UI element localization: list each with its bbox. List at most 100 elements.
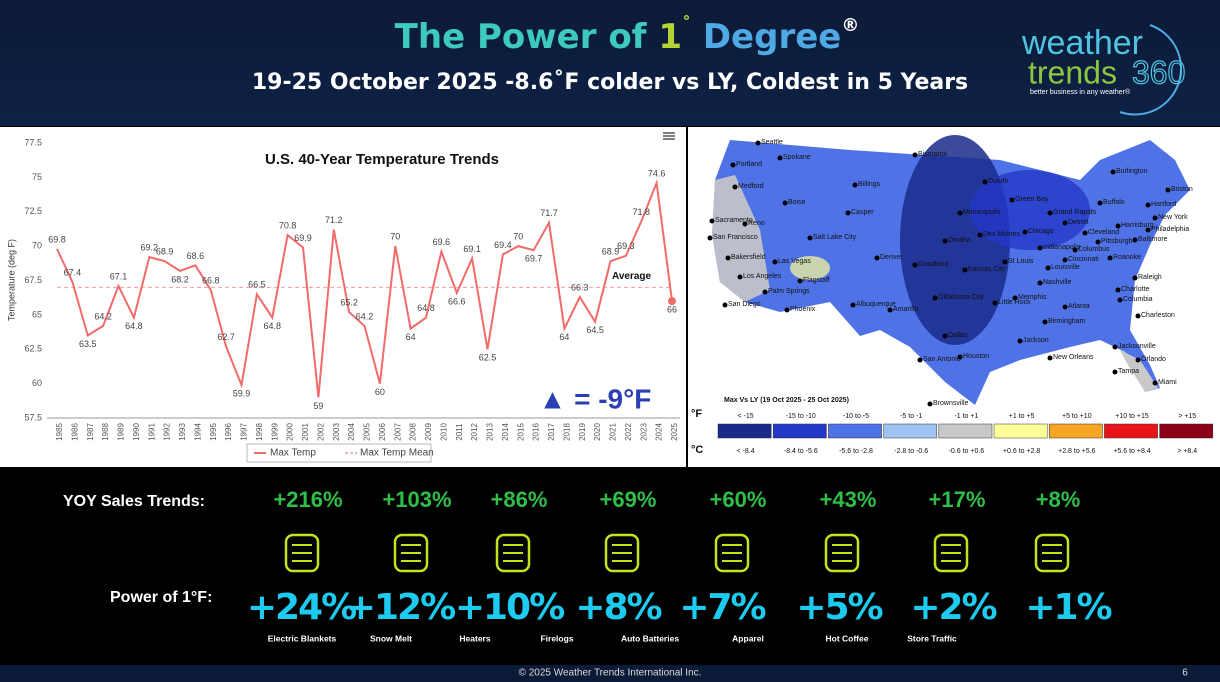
category-icon-detail: [292, 544, 312, 562]
data-label: 69.4: [494, 240, 512, 250]
category-icon: [1034, 533, 1070, 573]
x-tick-label: 2016: [532, 423, 541, 441]
city-dot: [1047, 210, 1053, 216]
x-tick-label: 2007: [393, 423, 402, 441]
city-label: Casper: [851, 209, 874, 216]
data-label: 64.2: [94, 311, 112, 321]
city-dot: [977, 232, 983, 238]
city-dot: [992, 300, 998, 306]
city-dot: [725, 255, 731, 261]
city-label: New Orleans: [1053, 354, 1094, 361]
x-tick-label: 2001: [301, 423, 310, 441]
category-label: Store Traffic: [907, 633, 957, 643]
x-tick-label: 2009: [424, 423, 433, 441]
city-label: Boston: [1171, 186, 1193, 193]
legend-bin-c: +0.6 to +2.8: [1003, 448, 1040, 455]
data-label: 63.5: [79, 339, 97, 349]
city-label: Detroit: [1068, 219, 1089, 226]
x-tick-label: 1995: [209, 423, 218, 441]
category-label: Heaters: [459, 633, 490, 643]
legend-swatch: [883, 423, 938, 439]
city-label: Louisville: [1051, 264, 1080, 271]
city-label: Little Rock: [998, 299, 1031, 306]
legend-swatch: [717, 423, 772, 439]
y-tick-label: 77.5: [24, 137, 42, 147]
city-label: Miami: [1158, 379, 1177, 386]
map: Seattle Portland Spokane Medford Boise Billin…: [691, 135, 1214, 456]
sales-panel: YOY Sales Trends: Power of 1°F: +216% +24% E…: [63, 487, 1114, 643]
city-dot: [1115, 223, 1121, 229]
city-dot: [742, 221, 748, 227]
city-dot: [874, 255, 880, 261]
city-label: Nashville: [1043, 279, 1072, 286]
category-icon: [933, 533, 969, 573]
x-tick-label: 1999: [270, 423, 279, 441]
legend-bin-c: +2.8 to +5.6: [1058, 448, 1095, 455]
city-dot: [1112, 369, 1118, 375]
city-label: Burlington: [1116, 168, 1148, 175]
logo-word: weather: [1021, 24, 1143, 62]
power-value: +10%: [455, 587, 564, 628]
x-tick-label: 2024: [655, 423, 664, 441]
city-dot: [737, 274, 743, 280]
city-dot: [917, 357, 923, 363]
x-tick-label: 1991: [147, 423, 156, 441]
data-label: 64.8: [417, 303, 435, 313]
category-icon: [495, 533, 531, 573]
last-point: [668, 297, 676, 306]
city-label: Phoenix: [790, 306, 816, 313]
city-dot: [1072, 247, 1078, 253]
title-part: Degree: [691, 17, 841, 57]
legend-bin-c: -8.4 to -5.6: [784, 448, 818, 455]
city-label: Spokane: [783, 154, 811, 161]
city-label: Dallas: [948, 332, 968, 339]
data-label: 59: [313, 401, 323, 411]
x-tick-label: 2017: [547, 423, 556, 441]
category-label: Firelogs: [540, 633, 573, 643]
line-chart: U.S. 40-Year Temperature Trends Temperatu…: [6, 132, 680, 463]
yoy-value: +43%: [820, 487, 877, 512]
data-label: 70: [513, 232, 523, 242]
title-part: ˚: [682, 14, 691, 36]
x-tick-label: 1992: [163, 423, 172, 441]
yoy-value: +60%: [710, 487, 767, 512]
city-label: San Diego: [728, 301, 761, 308]
city-label: San Francisco: [713, 234, 758, 241]
y-tick-label: 62.5: [24, 344, 42, 354]
city-label: Minneapolis: [963, 209, 1001, 216]
x-tick-label: 1993: [178, 423, 187, 441]
x-tick-label: 2008: [409, 423, 418, 441]
x-tick-label: 1985: [55, 423, 64, 441]
power-value: +7%: [679, 587, 765, 628]
city-label: Orlando: [1141, 356, 1166, 363]
city-dot: [1110, 169, 1116, 175]
category-icon: [714, 533, 750, 573]
data-label: 74.6: [648, 168, 666, 178]
data-label: 71.7: [540, 208, 558, 218]
category-icon-detail: [1042, 544, 1062, 562]
data-label: 69.6: [433, 237, 451, 247]
legend-label: Max Temp Mean: [360, 448, 434, 459]
x-tick-label: 2011: [455, 423, 464, 441]
y-axis-label: Temperature (deg F): [6, 239, 16, 321]
x-tick-label: 2014: [501, 423, 510, 441]
mean-label: Average: [612, 271, 652, 282]
city-dot: [807, 235, 813, 241]
city-dot: [1135, 313, 1141, 319]
legend-bin-f: +10 to +15: [1115, 413, 1149, 420]
city-label: Raleigh: [1138, 274, 1162, 281]
data-label: 62.7: [217, 332, 235, 342]
legend-swatch: [828, 423, 882, 439]
city-label: Cincinnati: [1068, 256, 1099, 263]
x-tick-label: 2003: [332, 423, 341, 441]
x-tick-label: 2004: [347, 423, 356, 441]
legend-swatch: [1159, 423, 1214, 439]
city-dot: [730, 162, 736, 168]
city-dot: [1145, 202, 1151, 208]
chart-title: U.S. 40-Year Temperature Trends: [265, 151, 499, 168]
legend-bin-f: -15 to -10: [786, 413, 816, 420]
city-label: Portland: [736, 161, 762, 168]
category-icon-detail: [941, 544, 961, 562]
data-label: 68.9: [602, 247, 620, 257]
data-label: 64.2: [356, 311, 374, 321]
